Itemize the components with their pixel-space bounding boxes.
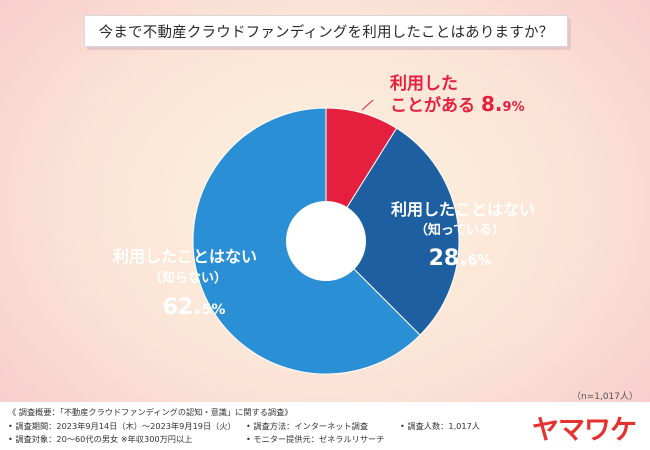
slice-value-0-dec: 9 [503,100,512,115]
slice-label-1-line1: 利用したことはない [391,200,535,219]
slice-value-1-int: 28. [429,246,468,271]
brand-logo: ヤマワケ [532,415,637,446]
slice-label-0-line1: 利用した [390,73,458,94]
chart-title: 今まで不動産クラウドファンディングを利用したことはありますか？ [84,15,568,47]
slice-label-2-line2: （知らない） [149,270,227,286]
leader-line [361,99,374,111]
slice-value-0-unit: % [512,100,525,115]
slice-value-2-unit: % [211,302,225,318]
slice-value-2-int: 62. [163,295,202,320]
sample-size: （n=1,017人） [571,392,638,402]
slice-value-2: 62.5% [163,295,226,320]
survey-period: • 調査期間：2023年9月14日（木）〜2023年9月19日（火） [8,421,236,431]
survey-method: • 調査方法：インターネット調査 [246,421,369,431]
slice-label-2-line1: 利用したことはない [113,247,257,266]
slice-value-0: 8.9% [481,92,525,116]
footer: 《 調査概要：「不動産クラウドファンディングの認知・意識」に関する調査》 • 調… [0,402,650,450]
slice-value-1-unit: % [477,253,491,269]
slice-value-1: 28.6% [429,246,492,271]
survey-target: • 調査対象：20〜60代の男女 ※年収300万円以上 [8,434,193,444]
slice-value-2-dec: 5 [202,302,212,318]
slice-value-1-dec: 6 [468,253,478,269]
donut-hole [286,201,366,281]
survey-provider: • モニター提供元：ゼネラルリサーチ [246,434,385,444]
slice-label-1-line2: （知っている） [415,222,505,238]
slice-label-0-line2: ことがある [390,95,475,116]
survey-count: • 調査人数：1,017人 [400,421,480,431]
pie-slice-1 [325,127,460,336]
survey-overview: 《 調査概要：「不動産クラウドファンディングの認知・意識」に関する調査》 [8,407,293,417]
slice-value-0-int: 8. [481,92,503,116]
